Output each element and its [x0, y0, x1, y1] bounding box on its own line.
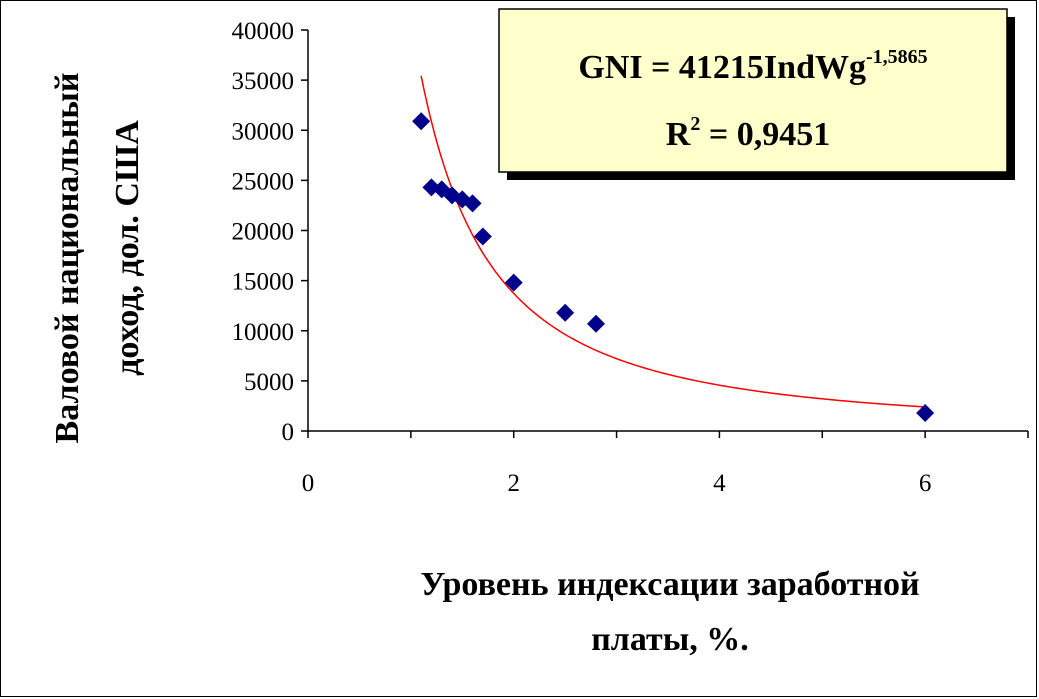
y-axis-title-line1: Валовой национальный: [49, 73, 86, 444]
data-points: [412, 112, 935, 422]
x-tick-label: 2: [507, 470, 520, 497]
y-tick-label: 0: [282, 419, 295, 446]
trendline: [420, 75, 926, 408]
x-tick-label: 4: [713, 470, 726, 497]
data-point-marker: [556, 303, 575, 322]
r-squared: R2 = 0,9451: [666, 113, 830, 153]
y-tick-label: 40000: [232, 18, 295, 45]
y-tick-label: 30000: [232, 118, 295, 145]
x-ticks: 0 2 4 6: [302, 431, 1029, 497]
x-axis-title-line2: платы, %.: [591, 621, 749, 658]
data-point-marker: [412, 112, 431, 131]
data-point-marker: [504, 273, 523, 292]
data-point-marker: [587, 314, 605, 333]
y-axis-title-line2: доход, дол. США: [109, 120, 146, 376]
y-tick-label: 15000: [232, 269, 295, 296]
x-tick-label: 6: [919, 470, 932, 497]
y-tick-label: 10000: [232, 319, 295, 346]
data-point-marker: [916, 403, 935, 422]
y-tick-label: 35000: [232, 68, 295, 95]
equation-box: [498, 8, 1008, 173]
x-axis-title-line1: Уровень индексации заработной: [420, 566, 919, 603]
y-tick-label: 25000: [232, 168, 295, 195]
y-tick-label: 5000: [244, 369, 294, 396]
x-tick-label: 0: [302, 470, 315, 497]
trend-curve: [420, 75, 926, 408]
data-point-marker: [473, 227, 492, 246]
data-point-marker: [463, 194, 482, 213]
y-ticks: 0 5000 10000 15000 20000 25000 30000 35000 40000: [232, 18, 308, 446]
y-tick-label: 20000: [232, 219, 295, 246]
trend-equation: GNI = 41215IndWg-1,5865: [578, 46, 927, 86]
